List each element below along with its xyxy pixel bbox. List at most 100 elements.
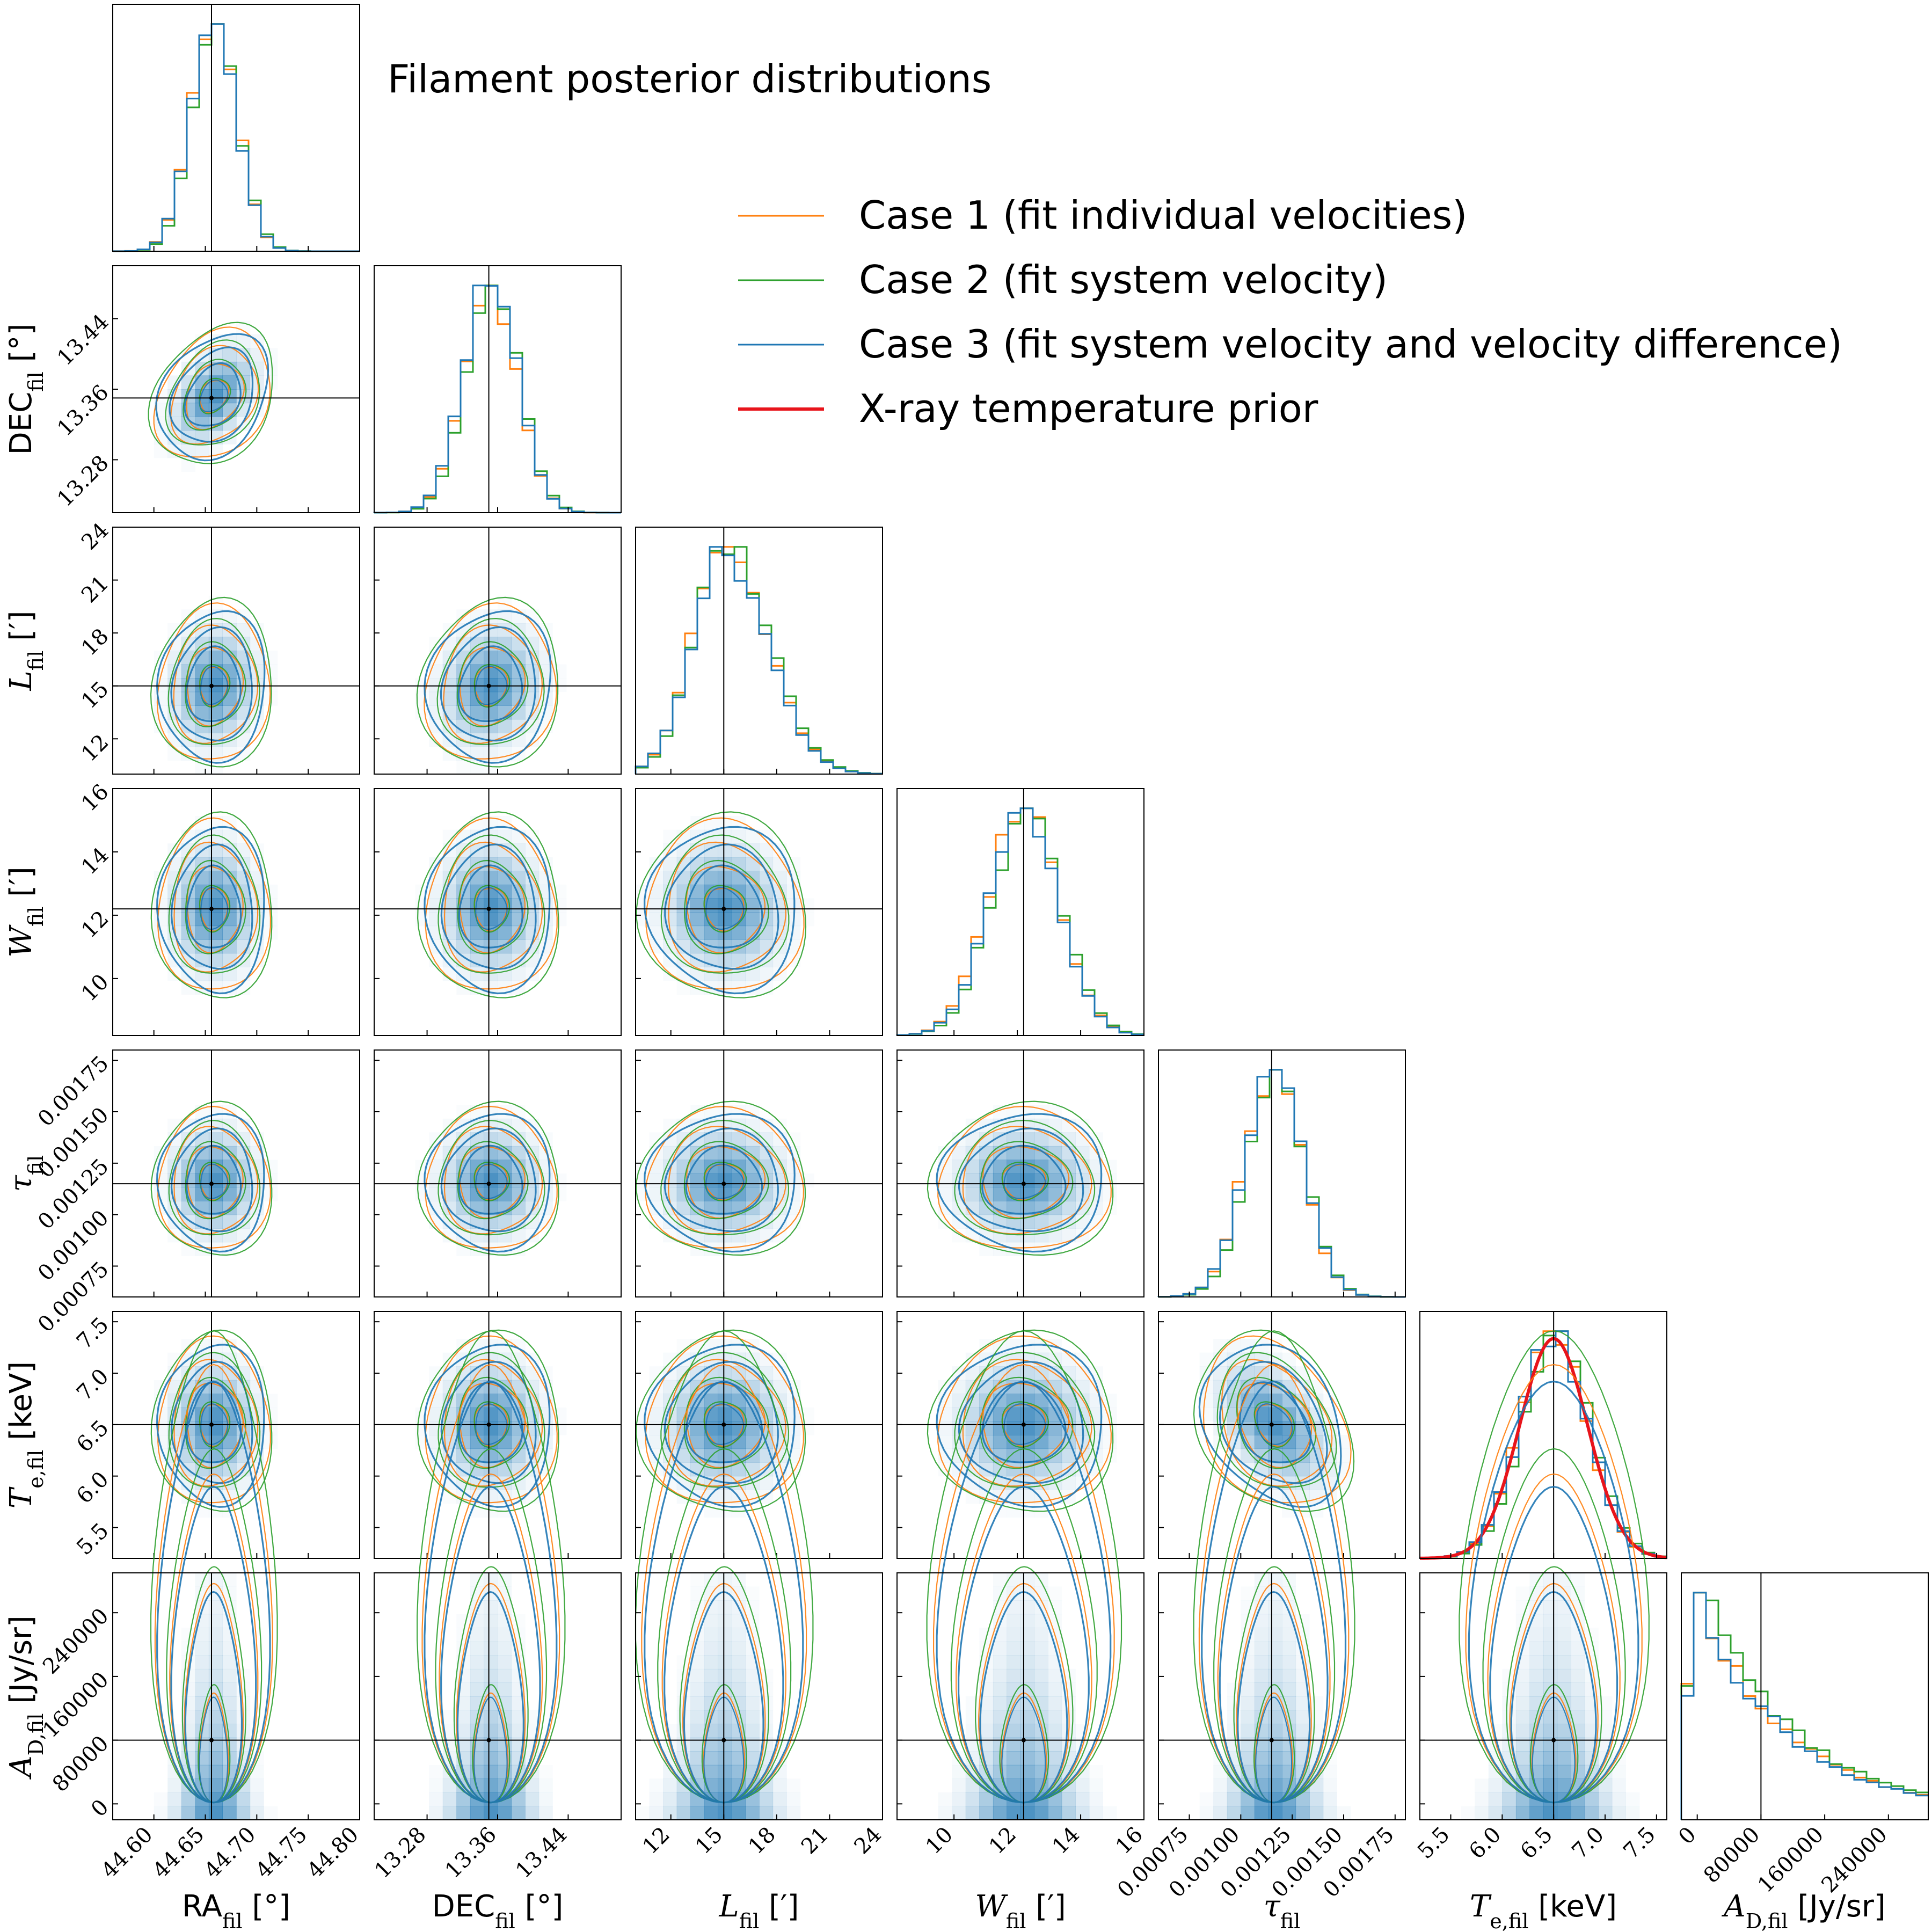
density-cell <box>704 1628 718 1642</box>
density-cell <box>1007 1641 1021 1656</box>
density-cell <box>511 678 526 692</box>
density-cell <box>484 1628 498 1642</box>
density-cell <box>690 925 705 940</box>
density-cell <box>1061 1792 1076 1807</box>
density-cell <box>1557 1668 1571 1683</box>
density-cell <box>511 1806 526 1820</box>
truth-point <box>209 396 214 400</box>
density-cell <box>649 871 664 885</box>
density-cell <box>772 925 787 940</box>
density-cell <box>952 1765 966 1779</box>
y-axis-label-AD: AD,fil [Jy/sr] <box>4 1615 48 1780</box>
density-cell <box>498 719 512 733</box>
density-cell <box>1557 1778 1571 1793</box>
density-cell <box>1048 1806 1062 1820</box>
density-cell <box>181 1806 195 1820</box>
density-cell <box>1571 1682 1585 1697</box>
density-cell <box>718 1600 732 1615</box>
density-cell <box>704 1806 718 1820</box>
contour-line-case2 <box>926 1330 1122 1803</box>
contour-line-case2 <box>167 617 260 745</box>
density-cell <box>1007 1628 1021 1642</box>
density-cell <box>676 1146 691 1161</box>
contour-line-case2 <box>438 834 545 974</box>
density-cell <box>704 871 718 885</box>
density-cell <box>470 1394 485 1408</box>
density-cell <box>663 1792 677 1807</box>
label-unit: [°] <box>4 324 39 372</box>
contour-line-case1 <box>1217 1473 1331 1803</box>
contour-line-case3 <box>458 1144 523 1215</box>
density-cell <box>1543 1668 1558 1683</box>
density-cell <box>1075 1380 1090 1394</box>
density-cell <box>552 678 566 692</box>
density-cell <box>181 1792 195 1807</box>
density-cell <box>786 1792 801 1807</box>
density-cell <box>498 953 512 967</box>
density-cell <box>690 1421 705 1435</box>
density-cell <box>208 375 223 390</box>
density-cell <box>1475 1806 1489 1820</box>
density-cell <box>154 444 168 458</box>
contour-line-case3 <box>475 1163 508 1199</box>
density-cell <box>195 1765 209 1779</box>
density-cell <box>745 1173 760 1188</box>
density-cell <box>511 1146 526 1161</box>
contour-line-case2 <box>660 1352 790 1488</box>
contour-line-case2 <box>199 664 231 708</box>
panel-frame <box>112 1311 360 1559</box>
contour-line-case2 <box>199 885 231 933</box>
density-cell <box>512 1614 526 1628</box>
density-cell <box>718 1490 732 1504</box>
density-cell <box>456 1724 471 1738</box>
histogram-panel-W <box>896 788 1144 1036</box>
density-cell <box>154 1792 168 1806</box>
density-cell <box>498 1655 512 1669</box>
density-cell <box>718 1628 732 1642</box>
density-cell <box>1020 1448 1035 1463</box>
density-cell <box>484 1173 498 1188</box>
density-cell <box>663 1380 677 1394</box>
density-cell <box>1571 1600 1585 1615</box>
contour-line-case2 <box>473 885 511 933</box>
contour-line-case3 <box>664 1485 784 1804</box>
figure-title: Filament posterior distributions <box>388 56 991 101</box>
density-cell <box>236 1792 251 1807</box>
density-cell <box>1598 1710 1612 1724</box>
contour-line-case3 <box>473 1696 508 1803</box>
density-cell <box>690 912 705 927</box>
density-cell <box>1034 1105 1048 1119</box>
contour-line-case3 <box>1510 1591 1597 1804</box>
contour-panel-dec-Te <box>374 1311 622 1559</box>
density-cell <box>222 1696 237 1711</box>
density-cell <box>236 747 250 761</box>
density-cell <box>470 1682 485 1697</box>
density-cell <box>1268 1641 1282 1656</box>
density-cell <box>498 1586 512 1601</box>
density-cell <box>1213 1806 1228 1820</box>
density-cell <box>1034 1173 1048 1188</box>
density-cell <box>1048 1118 1062 1133</box>
contour-line-case2 <box>168 1120 261 1236</box>
density-cell <box>222 1668 237 1683</box>
density-cell <box>195 1806 209 1820</box>
panel-frame <box>112 1049 360 1297</box>
density-cell <box>979 1792 994 1807</box>
contour-line-case2 <box>435 1448 548 1803</box>
density-cell <box>663 1146 677 1161</box>
contour-line-case2 <box>980 1141 1074 1220</box>
panel-frame <box>1419 1311 1667 1559</box>
density-cell <box>1048 1696 1062 1711</box>
density-cell <box>1034 1641 1048 1656</box>
legend-label-2: Case 2 (fit system velocity) <box>859 257 1388 302</box>
density-cell <box>1529 1668 1544 1683</box>
density-cell <box>965 1792 980 1807</box>
density-cell <box>1048 1751 1062 1766</box>
density-cell <box>222 1682 237 1697</box>
density-cell <box>1007 1421 1021 1435</box>
density-cell <box>1200 1408 1214 1421</box>
density-cell <box>484 1655 498 1669</box>
density-cell <box>731 1668 746 1683</box>
density-cell <box>222 1806 237 1820</box>
contour-line-case3 <box>184 362 242 427</box>
